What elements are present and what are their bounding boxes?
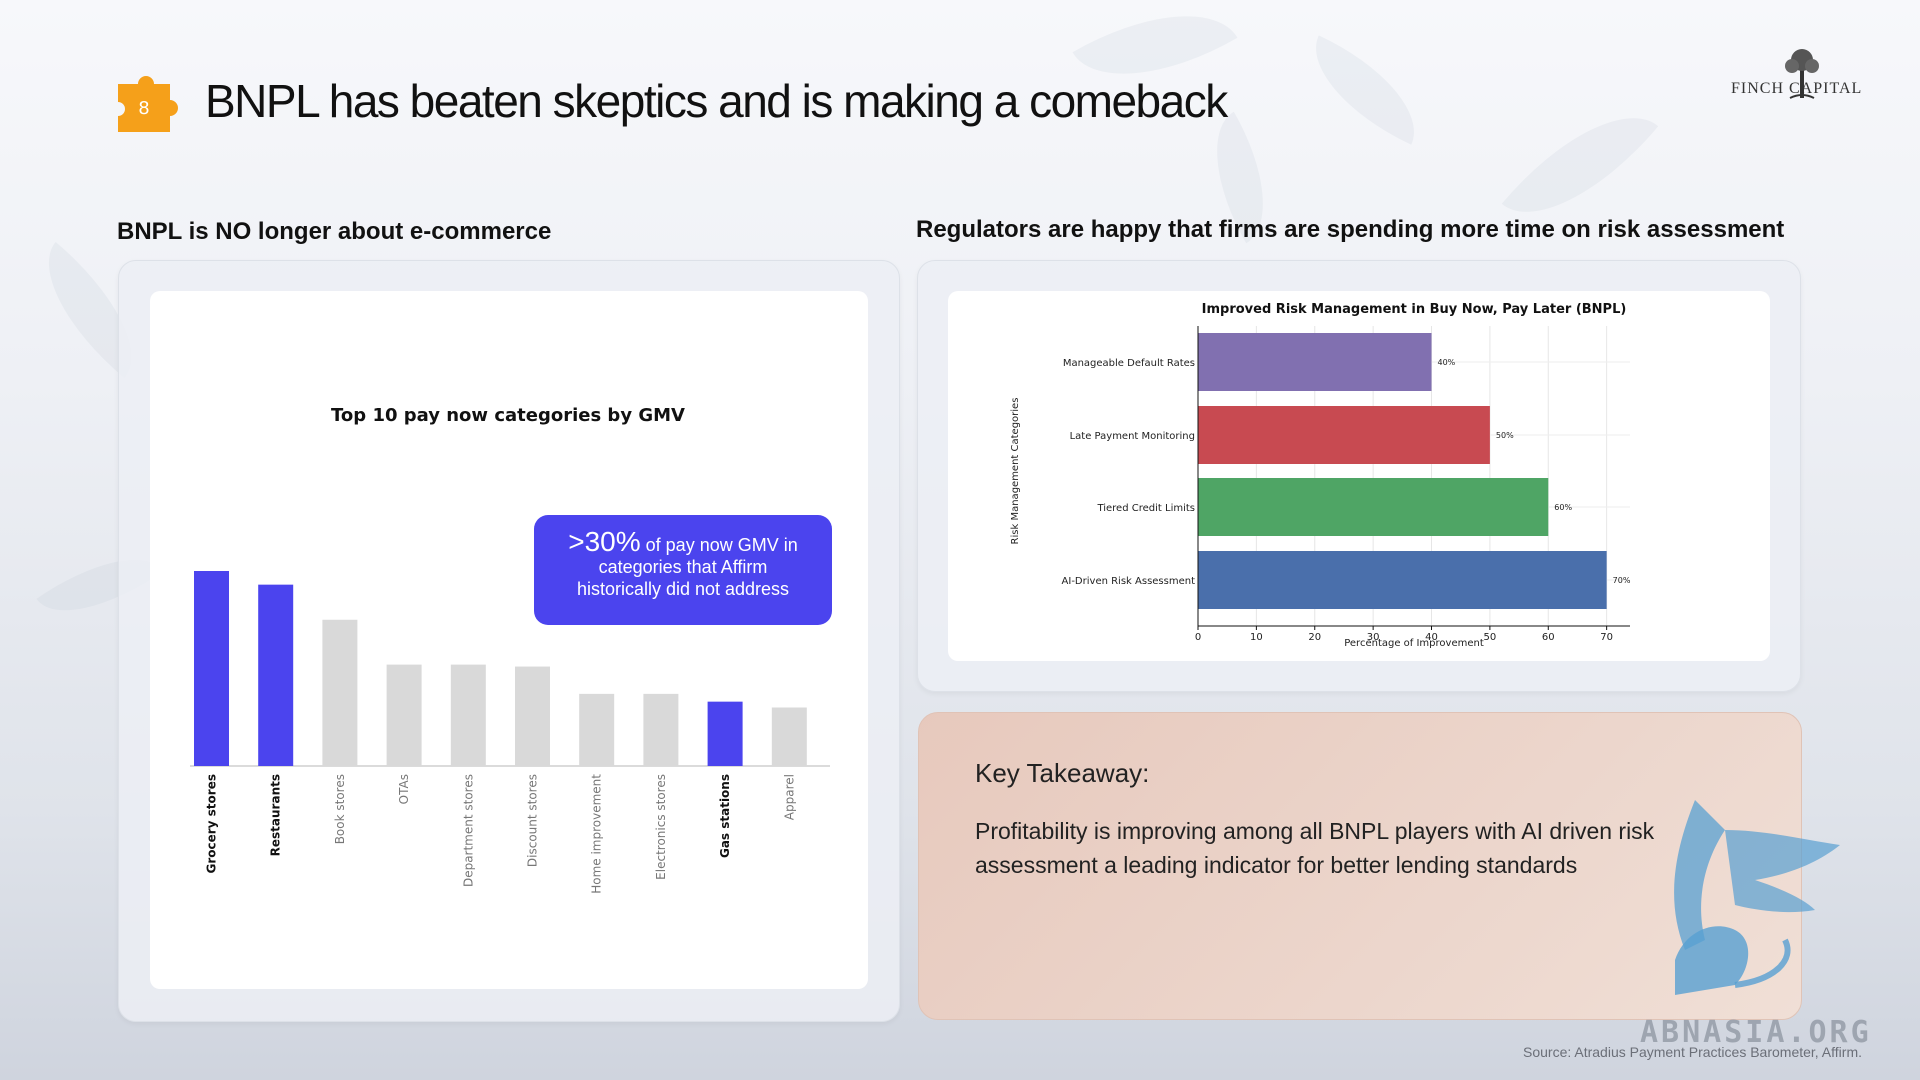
bar-grocery-stores	[194, 571, 229, 766]
bar-home-improvement	[579, 693, 615, 766]
x-tick-label: 70	[1600, 632, 1613, 643]
right-chart-card: Improved Risk Management in Buy Now, Pay…	[948, 291, 1770, 661]
bar-department-stores	[450, 664, 486, 766]
x-tick-label: 30	[1367, 632, 1380, 643]
data-label: 40%	[1438, 358, 1456, 367]
bar-apparel	[771, 707, 807, 766]
callout-line-1: of pay now GMV in	[640, 535, 798, 555]
chart-title: Improved Risk Management in Buy Now, Pay…	[1202, 302, 1627, 317]
x-tick-label: 0	[1195, 632, 1201, 643]
y-tick-label: Late Payment Monitoring	[1070, 431, 1195, 442]
x-tick-label: Apparel	[782, 774, 796, 820]
badge-number: 8	[138, 98, 149, 119]
x-tick-label: Discount stores	[526, 774, 540, 867]
bar-discount-stores	[515, 666, 550, 766]
takeaway-box	[918, 712, 1802, 1020]
y-tick-label: AI-Driven Risk Assessment	[1062, 576, 1196, 587]
callout-box: >30% of pay now GMV in categories that A…	[534, 515, 832, 625]
x-tick-label: Home improvement	[590, 774, 604, 894]
y-axis-label: Risk Management Categories	[1010, 398, 1021, 545]
callout-line-2: categories that Affirm	[598, 557, 768, 577]
callout-line-3: historically did not address	[576, 579, 790, 599]
takeaway-body: Profitability is improving among all BNP…	[975, 818, 1655, 878]
data-label: 70%	[1613, 576, 1631, 585]
bar-restaurants	[258, 584, 294, 766]
bar-book-stores	[322, 619, 358, 766]
page-title: BNPL has beaten skeptics and is making a…	[205, 75, 1228, 127]
x-tick-label: Department stores	[461, 774, 475, 887]
griffin-watermark-icon	[1674, 800, 1840, 995]
company-logo-text: FINCH CAPITAL	[1731, 80, 1863, 97]
gmv-bar-chart: Top 10 pay now categories by GMV Grocery…	[190, 405, 830, 894]
risk-management-bar-chart: Improved Risk Management in Buy Now, Pay…	[1010, 302, 1631, 649]
x-tick-label: Grocery stores	[205, 774, 219, 874]
y-tick-label: Tiered Credit Limits	[1096, 503, 1195, 514]
x-tick-label: Electronics stores	[654, 774, 668, 880]
bar-otas	[386, 664, 422, 766]
source-note: Source: Atradius Payment Practices Barom…	[1523, 1044, 1862, 1060]
data-label: 50%	[1496, 431, 1514, 440]
bar-manageable-default-rates	[1198, 333, 1432, 391]
x-tick-label: 20	[1308, 632, 1321, 643]
bar-late-payment-monitoring	[1198, 406, 1490, 464]
x-axis-label: Percentage of Improvement	[1344, 638, 1484, 649]
background-leaf	[1293, 35, 1437, 145]
x-tick-label: OTAs	[397, 774, 411, 804]
callout-big-number: >30%	[568, 526, 641, 557]
right-subhead: Regulators are happy that firms are spen…	[916, 216, 1785, 243]
bar-tiered-credit-limits	[1198, 478, 1549, 536]
left-subhead: BNPL is NO longer about e-commerce	[117, 218, 552, 245]
left-chart-card: Top 10 pay now categories by GMV Grocery…	[150, 291, 868, 989]
bar-gas-stations	[707, 701, 743, 766]
bar-ai-driven-risk-assessment	[1198, 551, 1607, 609]
takeaway-title: Key Takeaway:	[975, 758, 1150, 788]
x-tick-label: 10	[1250, 632, 1263, 643]
x-tick-label: 50	[1484, 632, 1497, 643]
data-label: 60%	[1554, 503, 1572, 512]
x-tick-label: Gas stations	[718, 774, 732, 858]
finch-capital-tree-icon	[1785, 49, 1819, 99]
x-tick-label: 60	[1542, 632, 1555, 643]
x-tick-label: Restaurants	[269, 774, 283, 856]
x-tick-label: 40	[1425, 632, 1438, 643]
y-tick-label: Manageable Default Rates	[1063, 358, 1195, 369]
bar-electronics-stores	[643, 693, 679, 766]
chart-title: Top 10 pay now categories by GMV	[331, 405, 685, 426]
x-tick-label: Book stores	[333, 774, 347, 844]
puzzle-badge-icon: 8	[118, 76, 178, 132]
watermark-text: ABNASIA.ORG	[1640, 1015, 1872, 1050]
